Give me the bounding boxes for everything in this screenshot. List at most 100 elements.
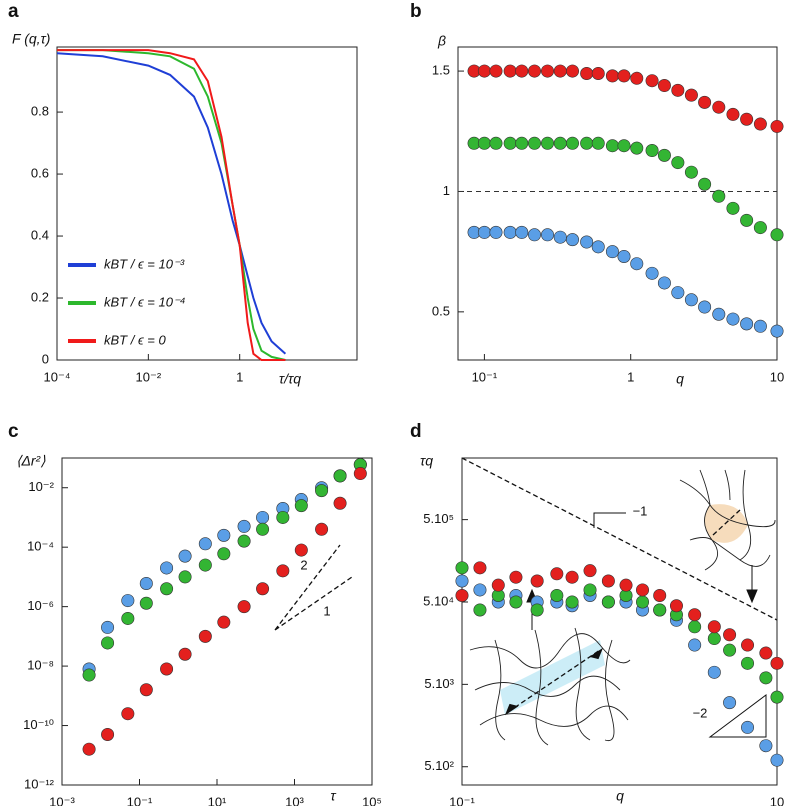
- y-axis-label: F (q,τ): [12, 31, 50, 47]
- data-point: [530, 603, 544, 617]
- data-point: [684, 293, 698, 307]
- data-point: [503, 136, 517, 150]
- data-point: [657, 148, 671, 162]
- data-point: [217, 615, 231, 629]
- data-point: [489, 64, 503, 78]
- y-tick-label: 0.6: [31, 165, 49, 180]
- y-axis-label: ⟨Δr²⟩: [16, 453, 46, 469]
- data-point: [101, 620, 115, 634]
- data-point: [636, 595, 650, 609]
- y-tick-label: 5.10⁴: [423, 593, 454, 608]
- x-tick-label: 10⁻¹: [127, 794, 153, 806]
- data-point: [276, 564, 290, 578]
- data-point: [605, 245, 619, 259]
- data-point: [160, 662, 174, 676]
- data-point: [294, 543, 308, 557]
- x-tick-label: 10¹: [208, 794, 227, 806]
- data-point: [698, 95, 712, 109]
- data-point: [553, 136, 567, 150]
- y-tick-label: 10⁻⁸: [27, 658, 54, 673]
- data-point: [726, 201, 740, 215]
- data-point: [527, 64, 541, 78]
- data-point: [565, 233, 579, 247]
- data-point: [591, 66, 605, 80]
- data-point: [217, 528, 231, 542]
- data-point: [688, 638, 702, 652]
- y-tick-label: 10⁻¹²: [24, 776, 55, 791]
- data-point: [770, 119, 784, 133]
- data-point: [503, 225, 517, 239]
- data-point: [591, 240, 605, 254]
- data-point: [740, 112, 754, 126]
- data-point: [160, 582, 174, 596]
- data-point: [333, 496, 347, 510]
- data-point: [477, 64, 491, 78]
- y-axis-label: β: [437, 33, 446, 49]
- data-point: [723, 696, 737, 710]
- data-point: [455, 588, 469, 602]
- data-point: [565, 64, 579, 78]
- data-point: [712, 307, 726, 321]
- data-point: [645, 144, 659, 158]
- data-point: [550, 567, 564, 581]
- plot-frame: [457, 46, 778, 361]
- data-point: [753, 319, 767, 333]
- data-point: [353, 467, 367, 481]
- data-point: [237, 600, 251, 614]
- data-point: [178, 549, 192, 563]
- data-point: [237, 519, 251, 533]
- legend-label: kBT / ϵ = 10⁻⁴: [104, 294, 185, 309]
- x-tick-label: 10⁻²: [136, 369, 162, 384]
- data-point: [741, 638, 755, 652]
- data-point: [630, 141, 644, 155]
- y-tick-label: 5.10⁵: [423, 511, 454, 526]
- data-point: [605, 69, 619, 83]
- data-point: [477, 225, 491, 239]
- y-axis-label: τq: [420, 453, 433, 469]
- slope-triangle: [593, 512, 626, 528]
- data-point: [580, 66, 594, 80]
- data-point: [553, 64, 567, 78]
- x-axis-label: τ/τq: [279, 371, 301, 387]
- data-point: [770, 656, 784, 670]
- data-point: [530, 574, 544, 588]
- data-point: [503, 64, 517, 78]
- data-point: [473, 561, 487, 575]
- data-point: [489, 136, 503, 150]
- slope-guide: [274, 544, 353, 631]
- x-tick-label: 10⁻¹: [472, 369, 498, 384]
- data-point: [712, 100, 726, 114]
- annotation: 1: [323, 603, 330, 618]
- data-point: [601, 595, 615, 609]
- data-line: [56, 52, 287, 355]
- data-point: [178, 570, 192, 584]
- data-point: [759, 671, 773, 685]
- data-point: [515, 136, 529, 150]
- data-point: [82, 742, 96, 756]
- data-point: [256, 582, 270, 596]
- data-point: [276, 510, 290, 524]
- x-tick-label: 10³: [285, 794, 304, 806]
- data-point: [636, 583, 650, 597]
- data-point: [707, 665, 721, 679]
- x-tick-label: 10⁻¹: [449, 794, 475, 806]
- panel-label: c: [8, 421, 19, 442]
- data-point: [684, 88, 698, 102]
- y-tick-label: 10⁻⁶: [27, 598, 54, 613]
- data-point: [698, 300, 712, 314]
- data-point: [237, 534, 251, 548]
- data-point: [256, 522, 270, 536]
- data-point: [160, 561, 174, 575]
- arrow: [746, 565, 758, 604]
- data-point: [294, 499, 308, 513]
- data-point: [121, 594, 135, 608]
- annotation: −1: [633, 503, 648, 518]
- data-point: [541, 64, 555, 78]
- data-point: [698, 177, 712, 191]
- data-point: [515, 64, 529, 78]
- panel-label: d: [410, 421, 422, 442]
- data-point: [669, 599, 683, 613]
- data-point: [688, 620, 702, 634]
- data-point: [489, 225, 503, 239]
- y-tick-label: 0.8: [31, 104, 49, 119]
